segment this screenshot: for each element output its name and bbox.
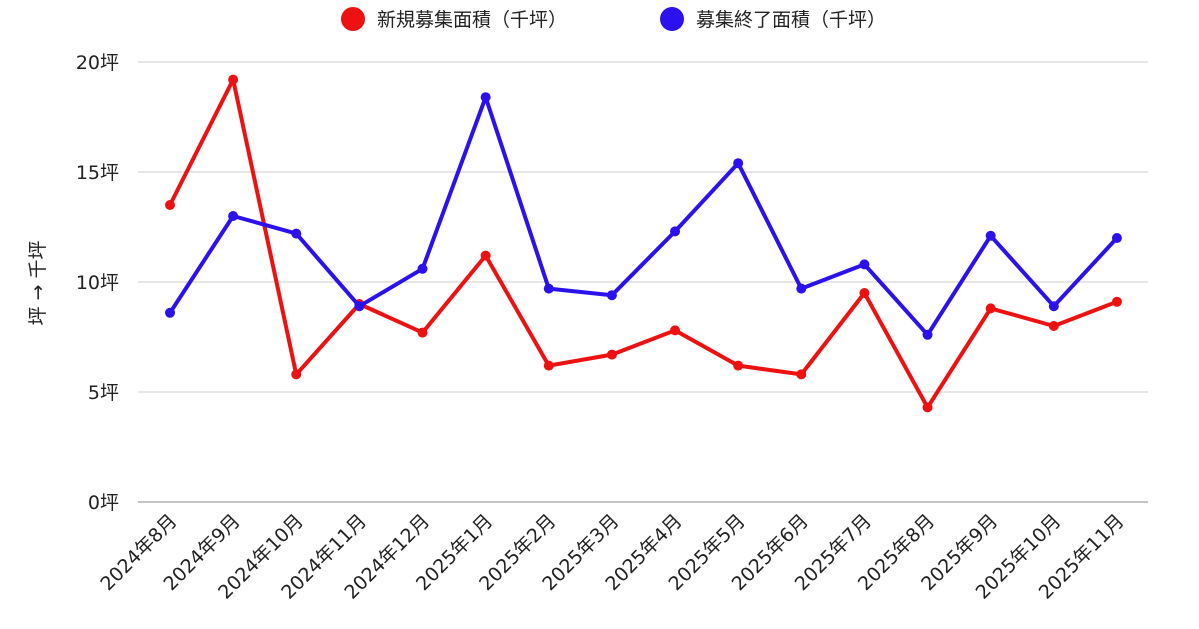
data-point bbox=[1048, 321, 1059, 331]
data-point bbox=[228, 74, 239, 85]
series-line bbox=[168, 77, 1119, 410]
data-point bbox=[606, 349, 617, 360]
series-layer bbox=[165, 74, 1122, 413]
series-line bbox=[168, 95, 1119, 337]
data-point bbox=[1111, 296, 1122, 307]
y-axis-title: 坪 → 千坪 bbox=[27, 241, 49, 326]
data-point bbox=[417, 327, 428, 338]
data-point bbox=[733, 360, 744, 371]
data-point bbox=[922, 329, 933, 340]
data-point bbox=[291, 369, 302, 380]
legend-marker bbox=[660, 7, 684, 31]
data-point bbox=[1048, 301, 1059, 312]
data-point bbox=[859, 288, 870, 298]
data-point bbox=[543, 360, 554, 371]
data-point bbox=[354, 301, 365, 312]
data-point bbox=[165, 200, 175, 210]
x-axis-ticks: 2024年8月2024年9月2024年10月2024年11月2024年12月20… bbox=[96, 510, 1128, 604]
data-point bbox=[985, 230, 996, 241]
y-axis-ticks: 0坪 5坪 10坪 15坪 20坪 bbox=[76, 52, 119, 514]
data-point bbox=[1111, 233, 1122, 243]
data-point bbox=[606, 290, 617, 301]
data-point bbox=[291, 228, 302, 239]
y-tick-label: 10坪 bbox=[76, 272, 119, 294]
data-point bbox=[796, 283, 807, 294]
legend-label: 新規募集面積（千坪） bbox=[377, 9, 567, 31]
data-point bbox=[480, 92, 491, 103]
data-point bbox=[985, 303, 996, 314]
data-point bbox=[417, 263, 428, 274]
data-point bbox=[670, 226, 681, 237]
y-tick-label: 0坪 bbox=[88, 492, 119, 514]
data-point bbox=[796, 369, 807, 380]
legend-item: 募集終了面積（千坪） bbox=[660, 7, 886, 31]
legend-label: 募集終了面積（千坪） bbox=[696, 9, 886, 31]
legend-marker bbox=[341, 7, 365, 31]
data-point bbox=[733, 158, 744, 169]
data-point bbox=[165, 307, 175, 318]
series-0 bbox=[165, 74, 1122, 413]
data-point bbox=[228, 211, 239, 221]
data-point bbox=[670, 325, 681, 336]
data-point bbox=[859, 259, 870, 270]
y-tick-label: 5坪 bbox=[88, 382, 119, 404]
grid bbox=[138, 61, 1148, 503]
series-1 bbox=[165, 92, 1122, 340]
legend: 新規募集面積（千坪） 募集終了面積（千坪） bbox=[341, 7, 886, 31]
data-point bbox=[543, 283, 554, 294]
y-tick-label: 20坪 bbox=[76, 52, 119, 74]
legend-item: 新規募集面積（千坪） bbox=[341, 7, 567, 31]
data-point bbox=[922, 402, 933, 413]
y-tick-label: 15坪 bbox=[76, 162, 119, 184]
data-point bbox=[480, 250, 491, 261]
